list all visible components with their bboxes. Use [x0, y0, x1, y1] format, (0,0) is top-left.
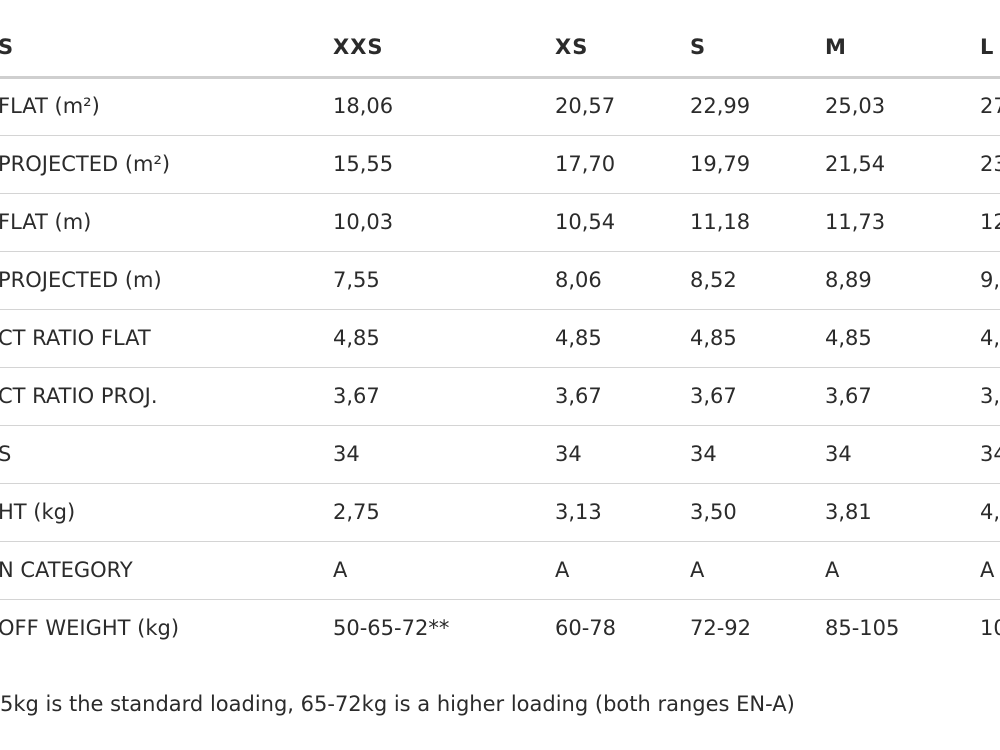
row-divider	[0, 135, 1000, 136]
table-cell: 21,54	[825, 152, 886, 176]
row-label: PROJECTED (m²)	[0, 152, 171, 176]
table-cell: 10	[980, 616, 1000, 640]
header-cell: L	[980, 35, 995, 59]
row-label: CT RATIO PROJ.	[0, 384, 158, 408]
header-cell: S	[690, 35, 707, 59]
table-cell: 10,54	[555, 210, 616, 234]
table-cell: A	[333, 558, 348, 582]
table-cell: 27	[980, 94, 1000, 118]
table-cell: 9,	[980, 268, 1000, 292]
table-cell: 8,52	[690, 268, 737, 292]
table-cell: 3,67	[555, 384, 602, 408]
row-divider	[0, 599, 1000, 600]
row-label: CT RATIO FLAT	[0, 326, 151, 350]
table-cell: 4,85	[555, 326, 602, 350]
table-cell: 3,50	[690, 500, 737, 524]
row-divider	[0, 541, 1000, 542]
table-cell: A	[690, 558, 705, 582]
table-cell: 34	[333, 442, 360, 466]
table-cell: 11,18	[690, 210, 751, 234]
table-cell: 17,70	[555, 152, 616, 176]
table-cell: 34	[825, 442, 852, 466]
table-cell: 23	[980, 152, 1000, 176]
row-divider	[0, 425, 1000, 426]
table-cell: 8,06	[555, 268, 602, 292]
table-cell: 15,55	[333, 152, 394, 176]
table-cell: 85-105	[825, 616, 900, 640]
table-cell: 3,13	[555, 500, 602, 524]
table-cell: 20,57	[555, 94, 616, 118]
table-cell: 25,03	[825, 94, 886, 118]
table-cell: 60-78	[555, 616, 617, 640]
table-cell: 3,67	[825, 384, 872, 408]
table-cell: A	[555, 558, 570, 582]
table-cell: 12	[980, 210, 1000, 234]
row-divider	[0, 251, 1000, 252]
table-cell: 50-65-72**	[333, 616, 450, 640]
row-label: OFF WEIGHT (kg)	[0, 616, 180, 640]
table-cell: 22,99	[690, 94, 751, 118]
table-cell: 3,67	[690, 384, 737, 408]
table-cell: 4,85	[825, 326, 872, 350]
table-cell: 10,03	[333, 210, 394, 234]
table-cell: 4,85	[333, 326, 380, 350]
table-cell: 4,85	[690, 326, 737, 350]
table-cell: 34	[555, 442, 582, 466]
row-label: FLAT (m)	[0, 210, 92, 234]
row-divider	[0, 367, 1000, 368]
table-cell: 11,73	[825, 210, 886, 234]
table-cell: 19,79	[690, 152, 751, 176]
row-label: S	[0, 442, 12, 466]
table-cell: 8,89	[825, 268, 872, 292]
table-cell: A	[825, 558, 840, 582]
table-cell: 7,55	[333, 268, 380, 292]
table-cell: 18,06	[333, 94, 394, 118]
header-cell: M	[825, 35, 847, 59]
table-cell: 72-92	[690, 616, 752, 640]
row-label: FLAT (m²)	[0, 94, 100, 118]
table-cell: 4,	[980, 326, 1000, 350]
header-cell: S	[0, 35, 15, 59]
row-label: PROJECTED (m)	[0, 268, 162, 292]
table-cell: 2,75	[333, 500, 380, 524]
table-cell: 3,	[980, 384, 1000, 408]
table-cell: 34	[690, 442, 717, 466]
header-cell: XS	[555, 35, 589, 59]
table-cell: 4,	[980, 500, 1000, 524]
footnote: 5kg is the standard loading, 65-72kg is …	[0, 692, 795, 716]
table-cell: A	[980, 558, 995, 582]
table-cell: 3,81	[825, 500, 872, 524]
row-label: N CATEGORY	[0, 558, 133, 582]
row-divider	[0, 193, 1000, 194]
table-cell: 34	[980, 442, 1000, 466]
table-cell: 3,67	[333, 384, 380, 408]
header-cell: XXS	[333, 35, 384, 59]
row-divider	[0, 309, 1000, 310]
row-divider	[0, 483, 1000, 484]
header-rule	[0, 76, 1000, 79]
row-label: HT (kg)	[0, 500, 76, 524]
